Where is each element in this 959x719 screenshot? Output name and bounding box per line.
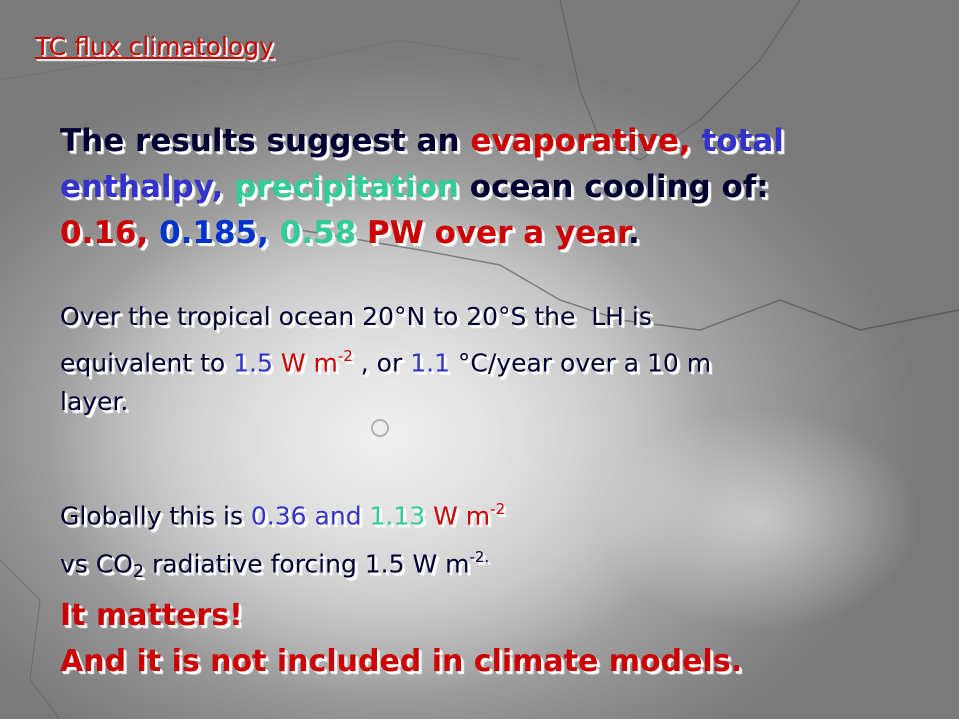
text-line: equivalent to 1.5 W m-2 , or 1.1 °C/year… — [60, 337, 711, 383]
text-run: 1.13 — [369, 501, 434, 531]
text-run: -2 — [490, 500, 506, 518]
text-line: layer. — [60, 383, 711, 422]
text-run: -2. — [469, 547, 490, 566]
text-line: vs CO2 radiative forcing 1.5 W m-2. — [60, 537, 505, 592]
text-run: 0.16, — [60, 215, 160, 251]
text-run: The results suggest an — [60, 123, 471, 159]
text-run: equivalent to — [60, 348, 234, 377]
text-run: 0.185, — [159, 215, 280, 251]
paragraph: It matters! And it is not included in cli… — [60, 593, 742, 685]
text-run: total — [701, 123, 784, 159]
text-run: evaporative, — [470, 123, 702, 159]
text-line: Over the tropical ocean 20°N to 20°S the… — [60, 298, 711, 337]
text-run: It matters! — [60, 598, 243, 633]
text-run: , or — [352, 348, 411, 377]
text-run: enthalpy, — [60, 169, 235, 205]
text-run: PW over a year — [366, 215, 629, 251]
text-run: And it is not included in climate models… — [60, 644, 743, 679]
paragraph: Over the tropical ocean 20°N to 20°S the… — [60, 298, 711, 421]
text-run: precipitation — [234, 169, 470, 205]
text-run: °C/year over a 10 m — [449, 348, 712, 377]
text-run: ocean cooling of: — [469, 169, 769, 205]
text-line: It matters! — [60, 593, 742, 639]
text-run: vs CO — [60, 549, 133, 578]
text-line: And it is not included in climate models… — [60, 639, 742, 685]
text-line: The results suggest an evaporative, tota… — [60, 118, 784, 164]
text-run: 0.36 and — [250, 501, 370, 531]
text-line: 0.16, 0.185, 0.58 PW over a year. — [60, 210, 784, 256]
text-run: 1.1 — [410, 348, 450, 377]
slide-title: TC flux climatology — [35, 32, 274, 61]
text-run: 0.58 — [279, 215, 367, 251]
text-run: -2 — [337, 346, 353, 365]
text-run: . — [628, 215, 640, 251]
text-run: 1.5 — [233, 348, 281, 377]
text-run: 2 — [132, 561, 145, 582]
text-line: Globally this is 0.36 and 1.13 W m-2 — [60, 489, 505, 537]
text-run: layer. — [60, 386, 129, 416]
paragraph: Globally this is 0.36 and 1.13 W m-2 vs C… — [60, 489, 505, 591]
text-line: enthalpy, precipitation ocean cooling of… — [60, 164, 784, 210]
text-run: W m — [433, 501, 491, 531]
paragraph: The results suggest an evaporative, tota… — [60, 118, 784, 256]
text-run: Globally this is — [60, 501, 251, 531]
text-run: radiative forcing 1.5 W m — [144, 549, 470, 578]
text-run: W m — [280, 348, 338, 377]
text-run: Over the tropical ocean 20°N to 20°S the… — [60, 302, 652, 331]
